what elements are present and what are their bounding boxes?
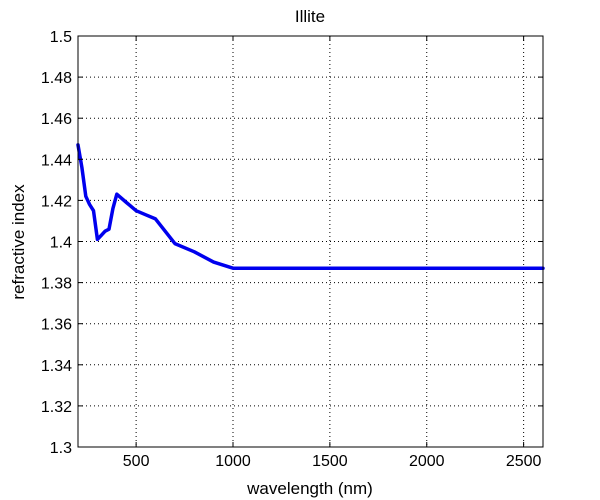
y-tick-label: 1.3	[50, 440, 72, 457]
chart-title: Illite	[295, 7, 325, 26]
data-point	[135, 209, 137, 212]
data-point	[81, 166, 83, 169]
ticks	[78, 35, 543, 448]
y-tick-label: 1.46	[41, 111, 72, 128]
grid	[78, 35, 543, 448]
data-point	[426, 267, 428, 270]
y-tick-label: 1.42	[41, 193, 72, 210]
y-tick-label: 1.4	[50, 235, 72, 252]
x-tick-label: 2000	[409, 453, 445, 470]
data-point	[85, 195, 87, 198]
data-point	[112, 207, 114, 210]
data-point	[116, 193, 118, 195]
data-point	[522, 267, 525, 270]
data-point	[96, 238, 99, 241]
series-layer	[76, 143, 545, 270]
x-tick-label: 500	[123, 453, 150, 470]
y-tick-label: 1.32	[41, 399, 72, 416]
data-point	[125, 201, 128, 204]
x-tick-label: 1000	[215, 453, 251, 470]
x-tick-labels: 500 1000 1500 2000 2500	[123, 453, 542, 470]
data-point	[193, 251, 196, 253]
data-point	[212, 261, 215, 263]
data-point	[100, 234, 103, 237]
y-tick-label: 1.5	[50, 29, 72, 46]
data-point	[88, 203, 91, 206]
x-tick-label: 2500	[506, 453, 542, 470]
y-tick-labels: 1.3 1.32 1.34 1.36 1.38 1.4 1.42 1.44 1.46 1.48 1.…	[41, 29, 72, 457]
data-point	[174, 242, 176, 245]
y-tick-label: 1.36	[41, 317, 72, 334]
data-point	[108, 228, 110, 230]
data-point	[145, 214, 147, 216]
x-tick-label: 1500	[312, 453, 348, 470]
data-point	[104, 230, 106, 232]
y-tick-label: 1.44	[41, 152, 72, 169]
series-line	[76, 143, 545, 270]
y-tick-label: 1.38	[41, 276, 72, 293]
y-axis-title: refractive index	[9, 184, 28, 300]
data-point	[154, 218, 157, 220]
data-point	[232, 267, 234, 270]
y-tick-label: 1.34	[41, 358, 72, 375]
y-tick-label: 1.48	[41, 70, 72, 87]
x-axis-title: wavelength (nm)	[246, 479, 373, 498]
data-point	[329, 267, 331, 270]
data-point	[92, 209, 95, 212]
